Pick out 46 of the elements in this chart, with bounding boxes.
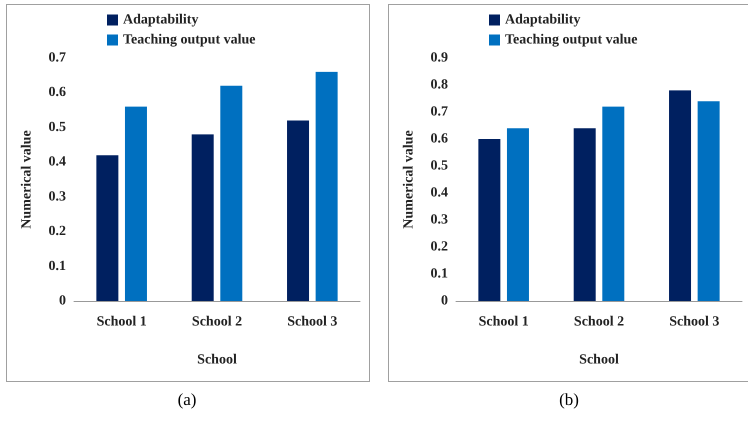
bar [287,120,310,301]
bar [316,72,338,301]
x-tick-label: School 1 [96,314,147,330]
y-tick-label: 0.4 [48,154,66,170]
y-axis-title: Numerical value [402,130,416,229]
y-tick-label: 0.3 [430,212,448,228]
y-tick-label: 0 [441,294,448,308]
bar [192,134,214,301]
bar [506,128,529,301]
bar [478,139,500,301]
y-tick-label: 0.5 [48,120,66,135]
y-tick-label: 0.7 [48,50,66,66]
bar [124,106,147,301]
text: (a) [176,390,198,410]
legend-label: Adaptability [505,12,580,28]
x-tick-label: School 3 [669,314,720,330]
legend-label: Teaching output value [505,32,638,48]
bar [602,106,624,301]
y-tick-label: 0.7 [430,104,448,120]
legend-label: Teaching output value [123,32,256,48]
y-tick-label: 0 [59,294,66,308]
x-axis-title: School [579,352,619,368]
x-tick-label: School 3 [287,314,338,330]
y-tick-label: 0.4 [430,186,448,200]
y-tick-label: 0.3 [48,189,66,204]
y-tick-label: 0.6 [48,85,66,100]
x-tick-label: School 2 [574,314,624,330]
legend-label: Adaptability [123,12,198,28]
y-tick-label: 0.1 [48,258,66,274]
text: (b) [558,390,580,410]
y-tick-label: 0.5 [430,158,448,174]
bar [574,128,596,301]
x-tick-label: School 2 [192,314,242,330]
x-tick-label: School 1 [478,314,529,330]
y-tick-label: 0.2 [48,224,66,240]
y-tick-label: 0.6 [430,132,448,146]
bar [669,90,692,301]
bar [96,155,118,301]
x-axis-title: School [197,352,237,368]
y-tick-label: 0.9 [430,50,448,66]
y-tick-label: 0.1 [430,266,448,282]
bar [698,101,720,301]
y-tick-label: 0.8 [430,78,448,92]
y-axis-title: Numerical value [20,130,34,229]
y-tick-label: 0.2 [430,240,448,254]
bar [220,86,242,301]
